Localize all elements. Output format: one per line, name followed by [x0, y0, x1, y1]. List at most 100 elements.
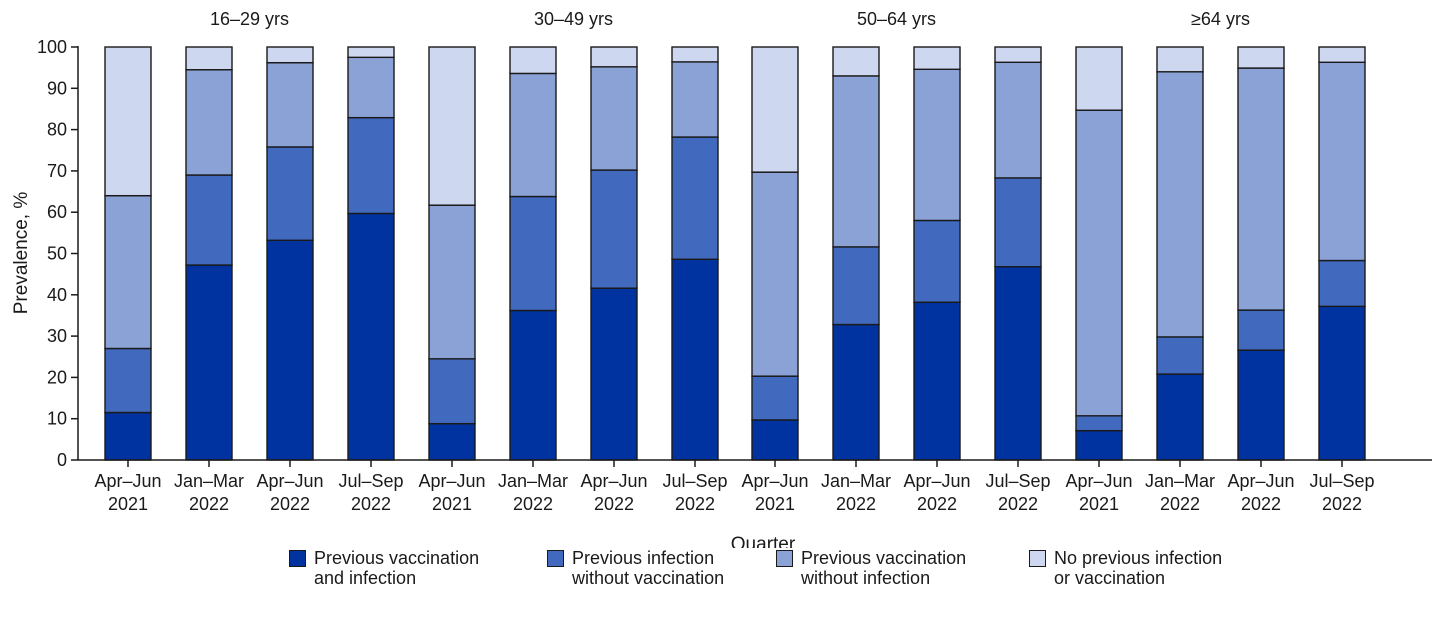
x-tick-label: Apr–Jun 2021 [418, 471, 485, 514]
bar-segment [1156, 336, 1204, 375]
bar-segment [266, 239, 314, 461]
y-tick-label: 30 [47, 326, 67, 346]
bar-segment [428, 204, 476, 360]
bar-segment [671, 136, 719, 260]
bar-segment [832, 46, 880, 77]
x-tick-label: Jan–Mar 2022 [1145, 471, 1215, 514]
y-tick-label: 10 [47, 409, 67, 429]
bar-segment [1318, 46, 1366, 63]
bars [104, 46, 1366, 461]
x-tick-label: Apr–Jun 2021 [741, 471, 808, 514]
legend-item: No previous infection or vaccination [1029, 548, 1222, 588]
bar-segment [266, 61, 314, 148]
x-tick-label: Jul–Sep 2022 [1309, 471, 1374, 514]
bar-segment [994, 61, 1042, 179]
stacked-bar-chart: 0 10 20 30 40 50 60 70 80 90 100 16–29 yrs Apr–Jun 20… [11, 9, 1432, 548]
group-label: 16–29 yrs [210, 9, 289, 29]
axes: 0 10 20 30 40 50 60 70 80 90 100 16–29 yrs Apr–Jun 20… [37, 9, 1432, 514]
x-tick-label: Jul–Sep 2022 [985, 471, 1050, 514]
bar-segment [1075, 109, 1123, 417]
legend-swatch [1029, 550, 1046, 567]
bar-segment [913, 68, 961, 222]
y-axis-label: Prevalence, % [11, 192, 32, 315]
group-label: 30–49 yrs [534, 9, 613, 29]
legend-label: Previous vaccination and infection [314, 548, 480, 588]
x-tick-label: Jul–Sep 2022 [338, 471, 403, 514]
x-tick-label: Apr–Jun 2022 [256, 471, 323, 514]
bar-segment [104, 194, 152, 350]
bar-segment [1318, 305, 1366, 461]
bar-segment [185, 46, 233, 71]
bar-segment [104, 46, 152, 197]
bar-segment [913, 219, 961, 303]
bar-segment [428, 46, 476, 206]
bar-segment [428, 358, 476, 425]
x-tick-label: Apr–Jun 2022 [1227, 471, 1294, 514]
bar-segment [1075, 46, 1123, 111]
group-label: ≥64 yrs [1191, 9, 1250, 29]
bar-segment [590, 66, 638, 171]
bar-segment [671, 46, 719, 63]
bar-segment [1237, 349, 1285, 461]
bar-segment [751, 375, 799, 421]
bar-segment [185, 264, 233, 461]
bar-segment [185, 174, 233, 266]
legend-item: Previous vaccination and infection [289, 548, 479, 588]
bar-segment [347, 212, 395, 461]
bar-segment [1075, 429, 1123, 461]
y-tick-label: 80 [47, 120, 67, 140]
bar-segment [185, 69, 233, 176]
bar-segment [347, 116, 395, 215]
legend: Previous vaccination and infection Previo… [0, 548, 1452, 613]
legend-swatch [289, 550, 306, 567]
bar-segment [751, 171, 799, 377]
group-label: 50–64 yrs [857, 9, 936, 29]
legend-label: Previous vaccination without infection [801, 548, 967, 588]
legend-swatch [776, 550, 793, 567]
bar-segment [1156, 46, 1204, 73]
legend-item: Previous infection without vaccination [547, 548, 724, 588]
bar-segment [347, 56, 395, 119]
bar-segment [266, 46, 314, 64]
bar-segment [1237, 67, 1285, 311]
legend-swatch [547, 550, 564, 567]
x-tick-label: Jan–Mar 2022 [174, 471, 244, 514]
x-tick-label: Apr–Jun 2022 [903, 471, 970, 514]
bar-segment [509, 195, 557, 312]
y-tick-label: 20 [47, 367, 67, 387]
bar-segment [509, 46, 557, 75]
x-axis-label: Quarter [731, 534, 796, 548]
y-tick-label: 100 [37, 37, 67, 57]
legend-item: Previous vaccination without infection [776, 548, 966, 588]
bar-segment [1237, 46, 1285, 69]
bar-segment [509, 309, 557, 461]
bar-segment [1156, 71, 1204, 338]
bar-segment [428, 422, 476, 461]
legend-label: Previous infection without vaccination [572, 548, 725, 588]
bar-segment [509, 72, 557, 198]
bar-segment [913, 301, 961, 461]
bar-segment [347, 46, 395, 59]
y-tick-label: 40 [47, 285, 67, 305]
bar-segment [832, 75, 880, 248]
bar-segment [104, 411, 152, 461]
bar-segment [751, 419, 799, 461]
x-tick-label: Jul–Sep 2022 [662, 471, 727, 514]
bar-segment [266, 146, 314, 241]
bar-segment [590, 169, 638, 289]
x-tick-label: Apr–Jun 2022 [580, 471, 647, 514]
x-tick-label: Jan–Mar 2022 [821, 471, 891, 514]
legend-label: No previous infection or vaccination [1054, 548, 1223, 588]
x-tick-label: Jan–Mar 2022 [498, 471, 568, 514]
bar-segment [1237, 309, 1285, 351]
bar-segment [1075, 415, 1123, 432]
y-tick-label: 60 [47, 202, 67, 222]
bar-segment [1318, 259, 1366, 308]
bar-segment [1318, 61, 1366, 262]
bar-segment [671, 258, 719, 461]
bar-segment [913, 46, 961, 71]
y-tick-label: 50 [47, 244, 67, 264]
y-tick-label: 90 [47, 78, 67, 98]
y-tick-label: 70 [47, 161, 67, 181]
bar-segment [590, 46, 638, 68]
